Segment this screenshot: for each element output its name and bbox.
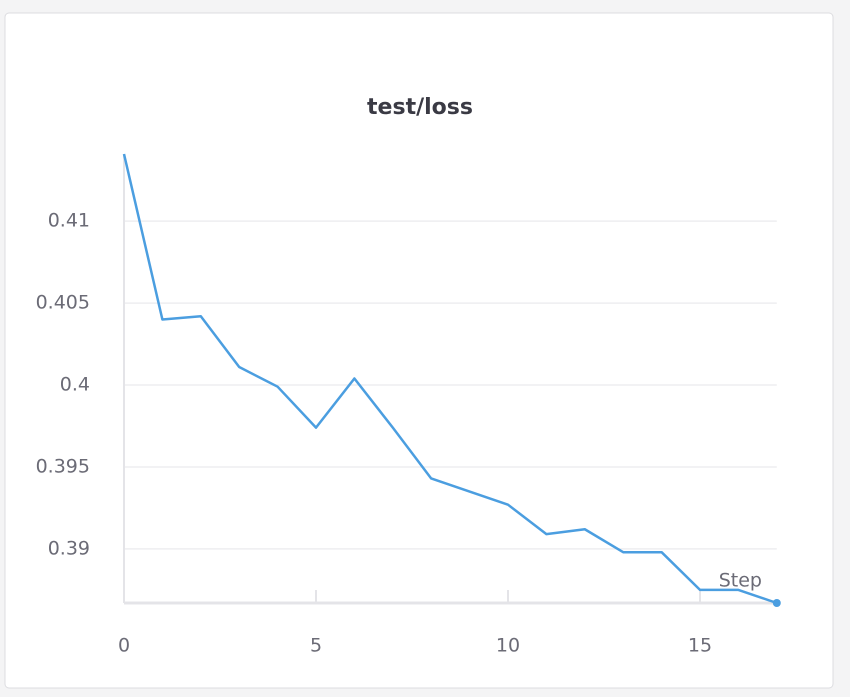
line — [122, 153, 778, 605]
end-point — [772, 599, 781, 607]
panel — [4, 12, 834, 689]
chart-title: test/loss — [367, 95, 473, 120]
y-tick-label: 0.4 — [60, 374, 90, 396]
x-axis-label: Step — [719, 570, 762, 592]
y-tick-label: 0.39 — [48, 537, 90, 559]
y-tick-label: 0.405 — [36, 292, 90, 314]
y-tick-label: 0.395 — [36, 455, 90, 477]
x-tick-label: 5 — [310, 635, 322, 657]
y-tick-label: 0.41 — [48, 210, 90, 232]
x-tick-label: 0 — [118, 635, 130, 657]
x-tick-label: 10 — [496, 635, 520, 657]
x-tick-label: 15 — [688, 635, 712, 657]
